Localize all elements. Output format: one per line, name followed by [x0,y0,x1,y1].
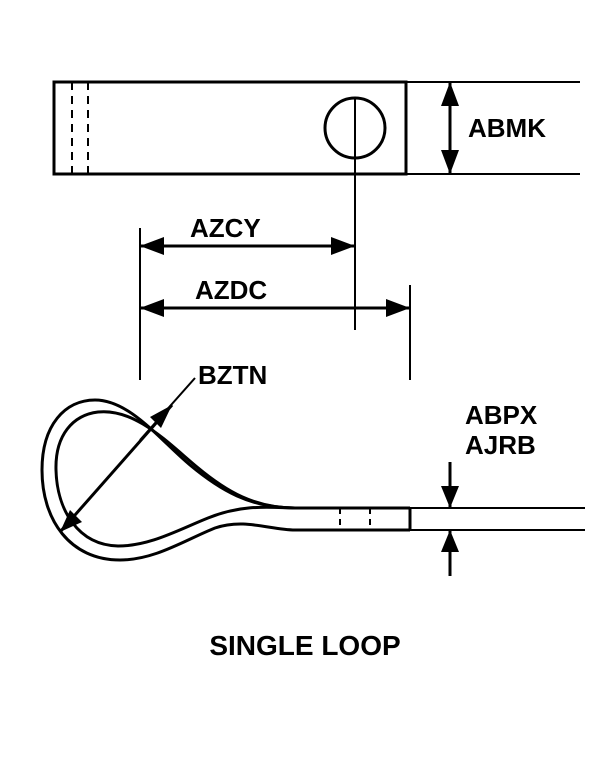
clean-loop [0,380,420,580]
azdc-arrow-right [386,299,410,317]
abpx-arrow-down [441,486,459,508]
abmk-arrow-bottom [441,150,459,174]
azdc-arrow-left [140,299,164,317]
abmk-arrow-top [441,82,459,106]
label-azcy: AZCY [190,213,261,244]
abpx-arrow-up [441,530,459,552]
diagram-container: ABMK AZCY AZDC BZTN ABPX AJRB SINGLE LOO… [0,0,609,752]
label-ajrb: AJRB [465,430,536,461]
label-abpx: ABPX [465,400,537,431]
azcy-arrow-left [140,237,164,255]
azcy-arrow-right [331,237,355,255]
diagram-title: SINGLE LOOP [140,630,470,662]
label-azdc: AZDC [195,275,267,306]
label-bztn: BZTN [198,360,267,391]
label-abmk: ABMK [468,113,546,144]
